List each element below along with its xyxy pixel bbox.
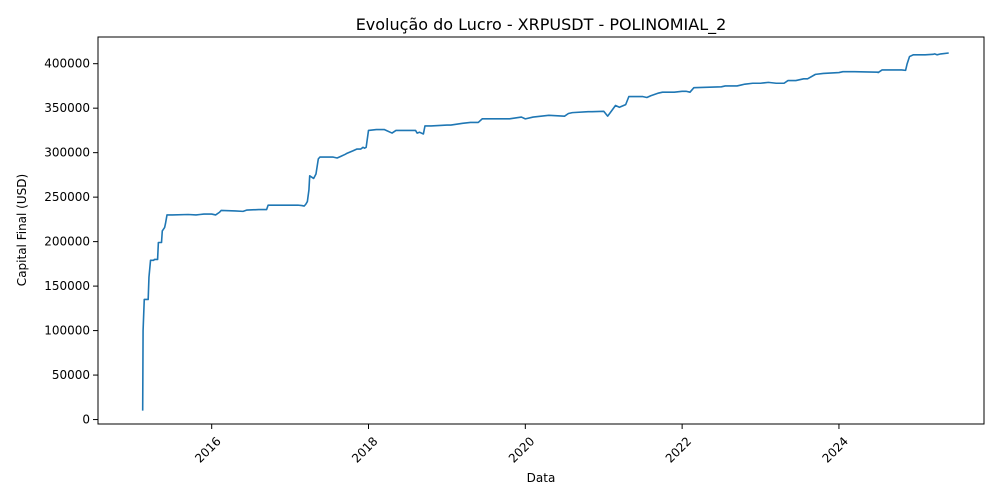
- x-axis-label: Data: [527, 471, 556, 485]
- chart-title: Evolução do Lucro - XRPUSDT - POLINOMIAL…: [356, 15, 727, 35]
- x-tick-label: 2024: [820, 434, 851, 465]
- x-tick-label: 2016: [192, 434, 223, 465]
- y-tick-label: 400000: [44, 57, 90, 71]
- y-tick-label: 150000: [44, 279, 90, 293]
- plot-area: [141, 52, 949, 411]
- y-tick-label: 100000: [44, 324, 90, 338]
- axes-frame: [97, 36, 985, 425]
- x-tick-label: 2022: [663, 434, 694, 465]
- y-tick-label: 300000: [44, 146, 90, 160]
- x-tick-label: 2020: [506, 434, 537, 465]
- y-tick-label: 200000: [44, 235, 90, 249]
- x-tick-label: 2018: [349, 434, 380, 465]
- x-axis: 2016 2018 2020 2022 2024: [192, 424, 851, 466]
- y-tick-label: 0: [82, 413, 90, 427]
- y-axis-label: Capital Final (USD): [15, 174, 29, 286]
- y-tick-label: 350000: [44, 101, 90, 115]
- series-line: [141, 52, 949, 411]
- y-axis: 0 50000 100000 150000 200000 250000 300000 3500…: [44, 57, 98, 427]
- y-tick-label: 50000: [52, 368, 90, 382]
- y-tick-label: 250000: [44, 190, 90, 204]
